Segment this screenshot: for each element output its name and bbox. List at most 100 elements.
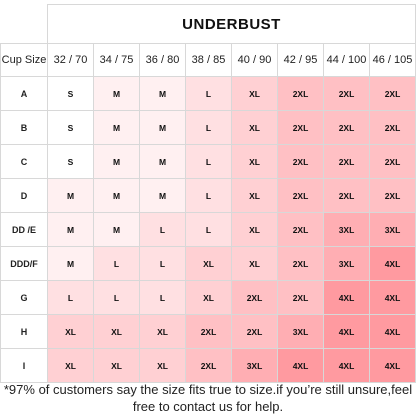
size-cell: 4XL [323,280,370,315]
cup-size-label: D [0,178,48,213]
table-row: C S M M L XL 2XL 2XL 2XL [0,144,416,179]
underbust-column-header: 32 / 70 [47,43,94,77]
underbust-column-header: 38 / 85 [185,43,232,77]
size-cell: L [93,280,140,315]
size-cell: XL [47,314,94,349]
size-cell: 2XL [277,76,324,111]
size-cell: M [47,178,94,213]
size-cell: L [93,246,140,281]
size-cell: S [47,144,94,179]
header-row: Cup Size 32 / 70 34 / 75 36 / 80 38 / 85 40 … [0,43,416,77]
size-cell: M [139,110,186,145]
table-row: I XL XL XL 2XL 3XL 4XL 4XL 4XL [0,348,416,383]
size-cell: XL [185,280,232,315]
size-chart: UNDERBUST Cup Size 32 / 70 34 / 75 36 / 80… [0,4,416,383]
table-row: H XL XL XL 2XL 2XL 3XL 4XL 4XL [0,314,416,349]
cup-size-label: G [0,280,48,315]
cup-size-label: A [0,76,48,111]
size-cell: M [139,178,186,213]
size-cell: 2XL [277,246,324,281]
size-cell: XL [231,178,278,213]
cup-size-label: C [0,144,48,179]
underbust-column-header: 46 / 105 [369,43,416,77]
size-cell: XL [139,314,186,349]
size-cell: 2XL [323,178,370,213]
size-cell: 2XL [277,178,324,213]
cup-size-label: H [0,314,48,349]
size-cell: 4XL [277,348,324,383]
size-cell: 2XL [369,110,416,145]
size-cell: 4XL [369,348,416,383]
cup-size-label: DD /E [0,212,48,247]
size-cell: L [185,110,232,145]
size-cell: 3XL [277,314,324,349]
table-row: B S M M L XL 2XL 2XL 2XL [0,110,416,145]
size-cell: XL [47,348,94,383]
size-cell: XL [185,246,232,281]
table-row: DDD/F M L L XL XL 2XL 3XL 4XL [0,246,416,281]
size-cell: S [47,110,94,145]
size-cell: M [93,178,140,213]
title-row: UNDERBUST [0,4,416,44]
size-cell: 2XL [369,76,416,111]
size-cell: 2XL [323,144,370,179]
size-cell: M [139,76,186,111]
footnote: *97% of customers say the size fits true… [3,382,413,414]
cup-size-header: Cup Size [0,43,48,77]
underbust-column-header: 40 / 90 [231,43,278,77]
size-cell: M [139,144,186,179]
size-cell: 2XL [185,348,232,383]
size-cell: M [47,246,94,281]
size-cell: 2XL [323,76,370,111]
size-cell: XL [231,246,278,281]
size-cell: L [139,280,186,315]
size-cell: XL [93,348,140,383]
underbust-column-header: 34 / 75 [93,43,140,77]
underbust-column-header: 42 / 95 [277,43,324,77]
underbust-column-header: 36 / 80 [139,43,186,77]
size-cell: 3XL [231,348,278,383]
size-cell: 2XL [231,314,278,349]
cup-size-label: DDD/F [0,246,48,281]
size-cell: L [139,212,186,247]
table-row: DD /E M M L L XL 2XL 3XL 3XL [0,212,416,247]
cup-size-label: B [0,110,48,145]
size-cell: L [185,178,232,213]
size-cell: L [139,246,186,281]
size-cell: L [47,280,94,315]
size-cell: M [47,212,94,247]
size-cell: 3XL [323,212,370,247]
size-cell: 2XL [277,212,324,247]
underbust-column-header: 44 / 100 [323,43,370,77]
size-cell: 2XL [277,144,324,179]
size-cell: 2XL [323,110,370,145]
size-cell: XL [139,348,186,383]
size-cell: L [185,144,232,179]
size-cell: S [47,76,94,111]
size-cell: M [93,76,140,111]
size-cell: M [93,212,140,247]
table-row: G L L L XL 2XL 2XL 4XL 4XL [0,280,416,315]
underbust-title: UNDERBUST [47,4,416,44]
size-cell: XL [93,314,140,349]
size-cell: M [93,144,140,179]
size-cell: 4XL [369,246,416,281]
size-cell: 3XL [323,246,370,281]
size-cell: 4XL [323,314,370,349]
table-row: A S M M L XL 2XL 2XL 2XL [0,76,416,111]
size-cell: 2XL [277,280,324,315]
size-cell: 2XL [185,314,232,349]
size-cell: 2XL [369,178,416,213]
size-cell: L [185,76,232,111]
size-cell: M [93,110,140,145]
size-cell: XL [231,76,278,111]
corner-blank [0,4,48,44]
size-cell: XL [231,212,278,247]
size-cell: L [185,212,232,247]
size-cell: 2XL [231,280,278,315]
size-cell: 4XL [369,280,416,315]
size-cell: 2XL [369,144,416,179]
size-cell: 4XL [369,314,416,349]
size-cell: XL [231,110,278,145]
size-cell: 4XL [323,348,370,383]
